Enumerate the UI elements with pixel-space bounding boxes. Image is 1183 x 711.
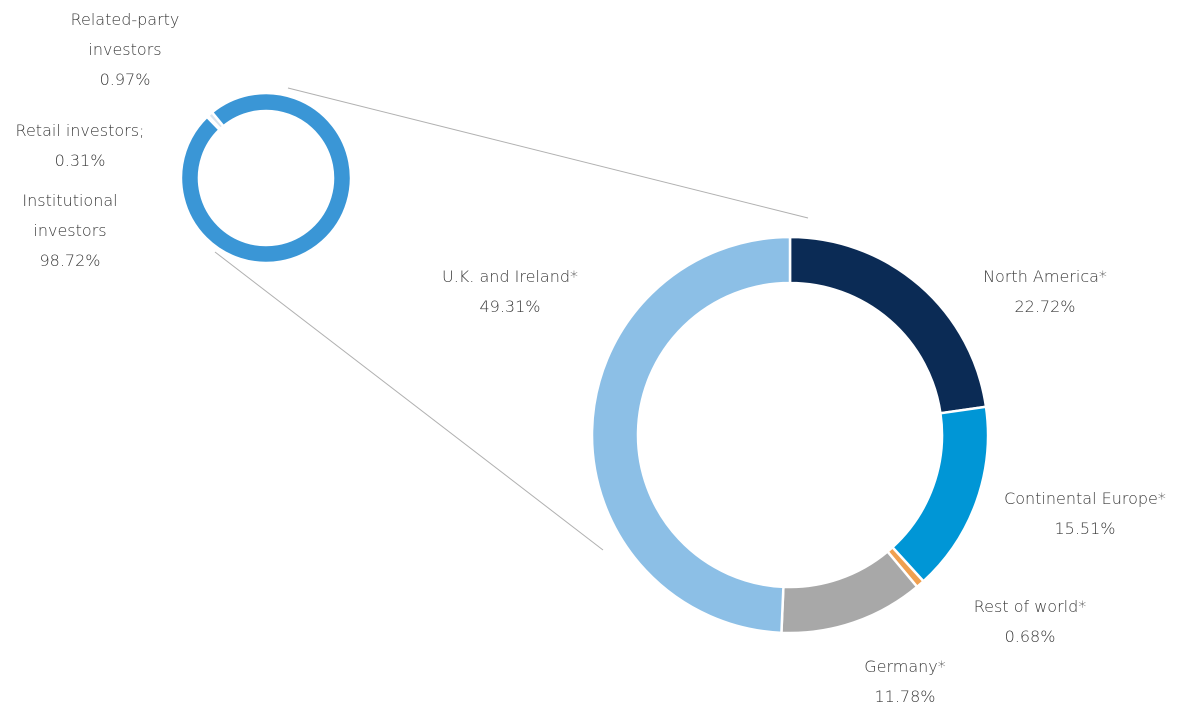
donut-segment (179, 91, 353, 265)
segment-value: 0.97% (99, 70, 151, 89)
segment-name: Continental Europe* (1004, 489, 1166, 508)
segment-value: 49.31% (479, 297, 541, 316)
segment-value: 0.31% (54, 151, 106, 170)
segment-label: Related-party investors 0.97% (60, 5, 190, 95)
segment-name: Related-party investors (70, 10, 180, 59)
segment-value: 0.68% (1004, 627, 1056, 646)
segment-label: Institutional investors 98.72% (0, 186, 140, 276)
segment-label: U.K. and Ireland* 49.31% (420, 262, 600, 322)
segment-name: North America* (983, 267, 1107, 286)
segment-label: Rest of world* 0.68% (940, 592, 1120, 652)
segment-value: 22.72% (1014, 297, 1076, 316)
segment-label: Continental Europe* 15.51% (980, 484, 1183, 544)
segment-label: Germany* 11.78% (840, 652, 970, 711)
connector-line (214, 251, 604, 551)
segment-label: Retail investors; 0.31% (0, 116, 160, 176)
segment-name: U.K. and Ireland* (442, 267, 578, 286)
segment-name: Retail investors; (15, 121, 145, 140)
segment-label: North America* 22.72% (955, 262, 1135, 322)
segment-value: 11.78% (874, 687, 936, 706)
segment-name: Institutional investors (22, 191, 118, 240)
segment-name: Rest of world* (973, 597, 1087, 616)
segment-value: 15.51% (1054, 519, 1116, 538)
donut-segment (780, 549, 919, 635)
connector-line (287, 87, 809, 219)
donut-segment (590, 235, 792, 635)
segment-value: 98.72% (39, 251, 101, 270)
donut-segment (890, 405, 990, 584)
segment-name: Germany* (864, 657, 946, 676)
